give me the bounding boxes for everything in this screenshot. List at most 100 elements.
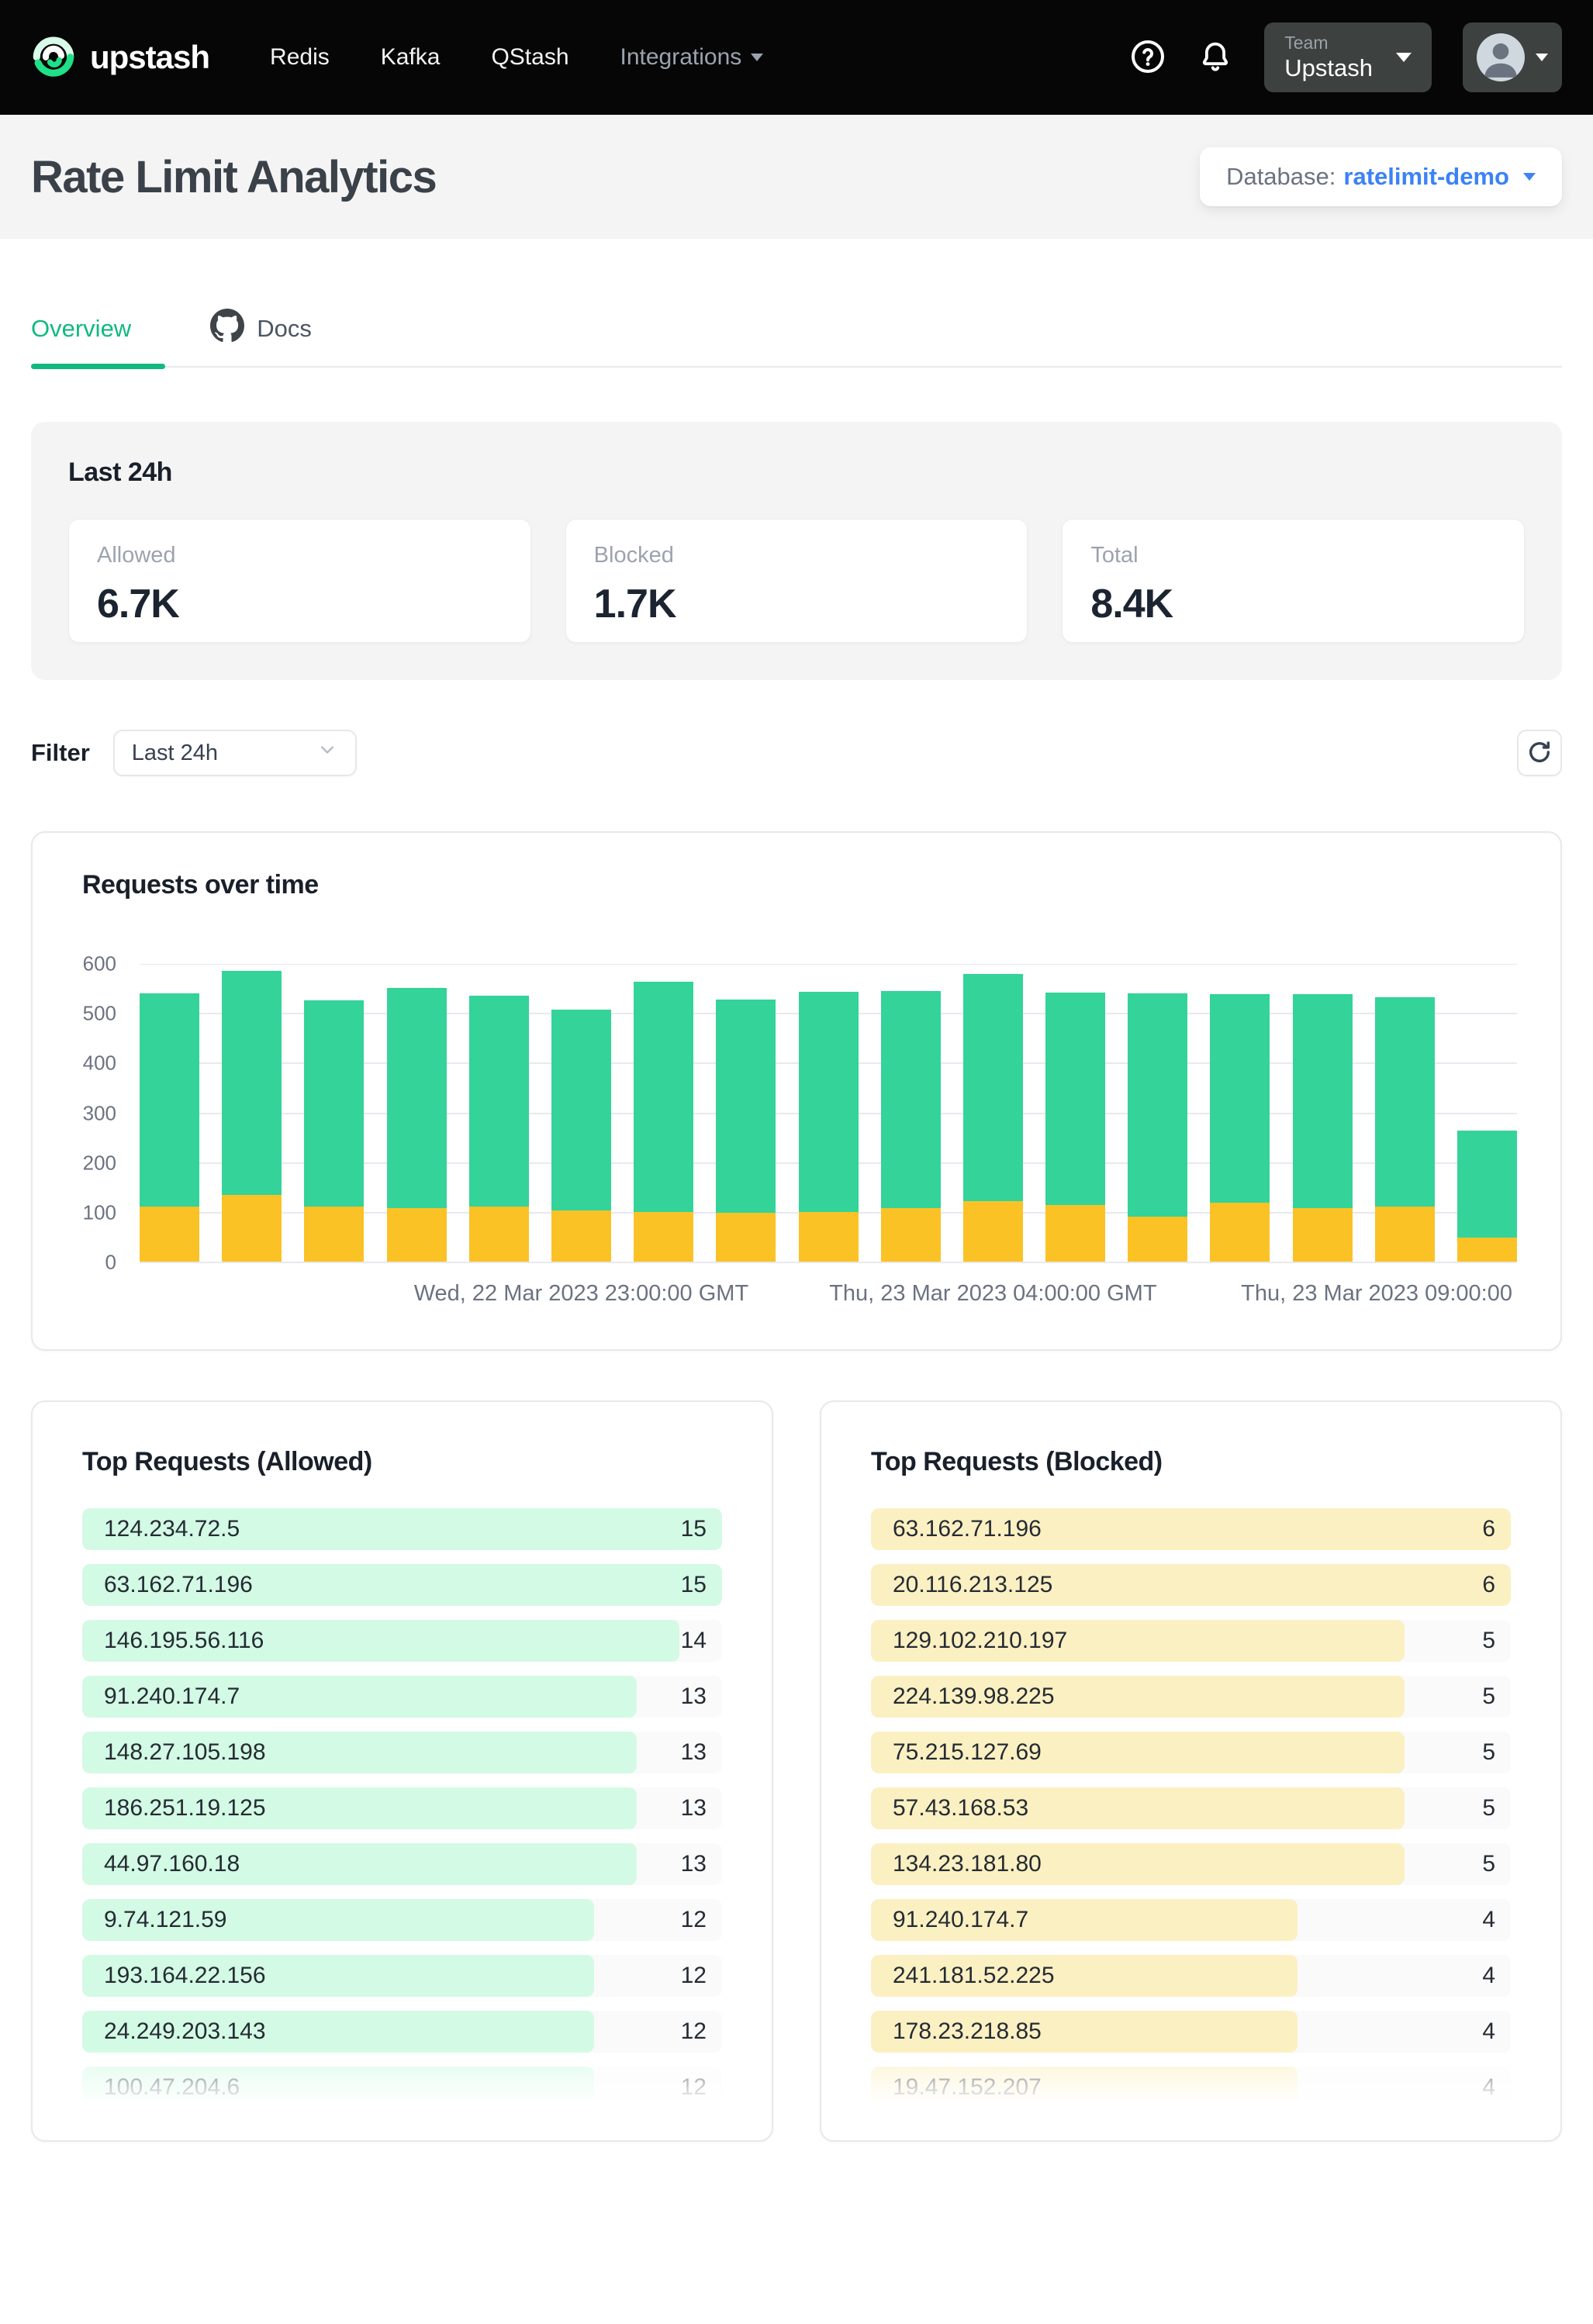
y-axis-tick-label: 600 xyxy=(83,952,116,976)
row-count: 5 xyxy=(1482,1676,1495,1718)
bell-icon xyxy=(1197,39,1233,77)
refresh-button[interactable] xyxy=(1517,730,1562,776)
help-button[interactable] xyxy=(1129,38,1166,78)
row-count: 12 xyxy=(681,1899,707,1941)
tab-overview[interactable]: Overview xyxy=(31,309,165,366)
allowed-segment xyxy=(304,1000,364,1207)
table-row: 19.47.152.2074 xyxy=(871,2067,1511,2108)
row-count: 5 xyxy=(1482,1843,1495,1885)
table-row: 63.162.71.19615 xyxy=(82,1564,722,1606)
row-count: 15 xyxy=(681,1564,707,1606)
time-range-select[interactable]: Last 24h xyxy=(113,730,357,776)
stacked-bar xyxy=(1375,997,1435,1262)
allowed-segment xyxy=(716,1000,776,1213)
stacked-bar xyxy=(1293,994,1353,1262)
row-count: 4 xyxy=(1482,2067,1495,2108)
gridline xyxy=(140,964,1517,965)
table-row: 24.249.203.143 12 xyxy=(82,2011,722,2053)
tab-docs[interactable]: Docs xyxy=(210,309,315,366)
row-ip: 193.164.22.156 xyxy=(104,1955,266,1997)
table-row: 129.102.210.1975 xyxy=(871,1620,1511,1662)
table-row: 134.23.181.80 5 xyxy=(871,1843,1511,1885)
top-requests-blocked-card: Top Requests (Blocked) 63.162.71.196620.… xyxy=(820,1400,1562,2142)
team-name: Upstash xyxy=(1284,54,1373,82)
chart-title: Requests over time xyxy=(82,870,319,900)
database-selector[interactable]: Database: ratelimit-demo xyxy=(1200,147,1562,206)
chart-plot xyxy=(140,964,1517,1262)
row-count: 4 xyxy=(1482,2011,1495,2053)
row-ip: 148.27.105.198 xyxy=(104,1732,266,1773)
account-menu[interactable] xyxy=(1463,22,1562,92)
stat-value: 8.4K xyxy=(1090,581,1496,627)
nav-link-integrations[interactable]: Integrations xyxy=(620,44,764,71)
table-row: 57.43.168.535 xyxy=(871,1787,1511,1829)
nav-link-qstash[interactable]: QStash xyxy=(491,44,568,71)
row-ip: 24.249.203.143 xyxy=(104,2011,266,2053)
blocked-segment xyxy=(1045,1205,1105,1262)
allowed-segment xyxy=(551,1010,611,1210)
blocked-segment xyxy=(140,1207,199,1262)
row-ip: 129.102.210.197 xyxy=(893,1620,1067,1662)
x-axis-tick-label: Wed, 22 Mar 2023 23:00:00 GMT xyxy=(414,1281,748,1307)
team-switcher[interactable]: Team Upstash xyxy=(1264,22,1432,92)
table-row: 241.181.52.2254 xyxy=(871,1955,1511,1997)
allowed-rows: 124.234.72.51563.162.71.19615146.195.56.… xyxy=(82,1508,722,2108)
allowed-segment xyxy=(881,991,941,1208)
allowed-segment xyxy=(1045,993,1105,1205)
nav-link-kafka[interactable]: Kafka xyxy=(381,44,441,71)
upstash-brand[interactable]: upstash xyxy=(31,33,209,82)
row-count: 13 xyxy=(681,1732,707,1773)
stacked-bar xyxy=(963,974,1023,1262)
blocked-segment xyxy=(551,1210,611,1262)
table-row: 146.195.56.11614 xyxy=(82,1620,722,1662)
row-ip: 241.181.52.225 xyxy=(893,1955,1055,1997)
y-axis-tick-label: 500 xyxy=(83,1002,116,1026)
stat-value: 1.7K xyxy=(594,581,1000,627)
tab-bar: Overview Docs xyxy=(31,309,1562,368)
chart-y-axis: 0100200300400500600 xyxy=(33,964,127,1262)
github-icon xyxy=(210,309,244,349)
stacked-bar xyxy=(551,1010,611,1262)
chart-area: Wed, 22 Mar 2023 23:00:00 GMTThu, 23 Mar… xyxy=(140,964,1517,1349)
row-ip: 124.234.72.5 xyxy=(104,1508,240,1550)
allowed-segment xyxy=(1210,994,1270,1202)
top-nav: upstash Redis Kafka QStash Integrations xyxy=(0,0,1593,115)
notifications-button[interactable] xyxy=(1197,39,1233,77)
stacked-bar xyxy=(469,996,529,1262)
stacked-bar xyxy=(634,982,693,1262)
stacked-bar xyxy=(387,988,447,1262)
allowed-segment xyxy=(1375,997,1435,1207)
avatar xyxy=(1477,33,1525,81)
nav-link-redis[interactable]: Redis xyxy=(270,44,330,71)
database-label: Database: xyxy=(1226,163,1336,191)
stacked-bar xyxy=(304,1000,364,1262)
table-row: 186.251.19.12513 xyxy=(82,1787,722,1829)
blocked-segment xyxy=(387,1208,447,1262)
blocked-segment xyxy=(1293,1208,1353,1262)
chevron-down-icon xyxy=(1523,173,1536,181)
stat-card-total: Total 8.4K xyxy=(1062,519,1525,643)
row-ip: 146.195.56.116 xyxy=(104,1620,264,1662)
database-name: ratelimit-demo xyxy=(1343,163,1509,191)
blocked-segment xyxy=(716,1213,776,1262)
y-axis-tick-label: 200 xyxy=(83,1151,116,1175)
row-count: 12 xyxy=(681,2011,707,2053)
stat-card-blocked: Blocked 1.7K xyxy=(565,519,1028,643)
table-row: 224.139.98.225 5 xyxy=(871,1676,1511,1718)
stacked-bar xyxy=(1045,993,1105,1262)
stats-title: Last 24h xyxy=(68,458,1525,488)
stat-card-allowed: Allowed 6.7K xyxy=(68,519,531,643)
nav-links: Redis Kafka QStash Integrations xyxy=(270,44,763,71)
table-title-blocked: Top Requests (Blocked) xyxy=(871,1447,1511,1477)
row-ip: 91.240.174.7 xyxy=(104,1676,240,1718)
table-row: 124.234.72.515 xyxy=(82,1508,722,1550)
row-ip: 134.23.181.80 xyxy=(893,1843,1042,1885)
page-title: Rate Limit Analytics xyxy=(31,151,436,203)
blocked-segment xyxy=(799,1212,859,1262)
row-ip: 9.74.121.59 xyxy=(104,1899,226,1941)
row-ip: 224.139.98.225 xyxy=(893,1676,1055,1718)
row-ip: 91.240.174.7 xyxy=(893,1899,1028,1941)
allowed-segment xyxy=(634,982,693,1212)
filter-row: Filter Last 24h xyxy=(31,729,1562,777)
row-ip: 100.47.204.6 xyxy=(104,2067,240,2108)
